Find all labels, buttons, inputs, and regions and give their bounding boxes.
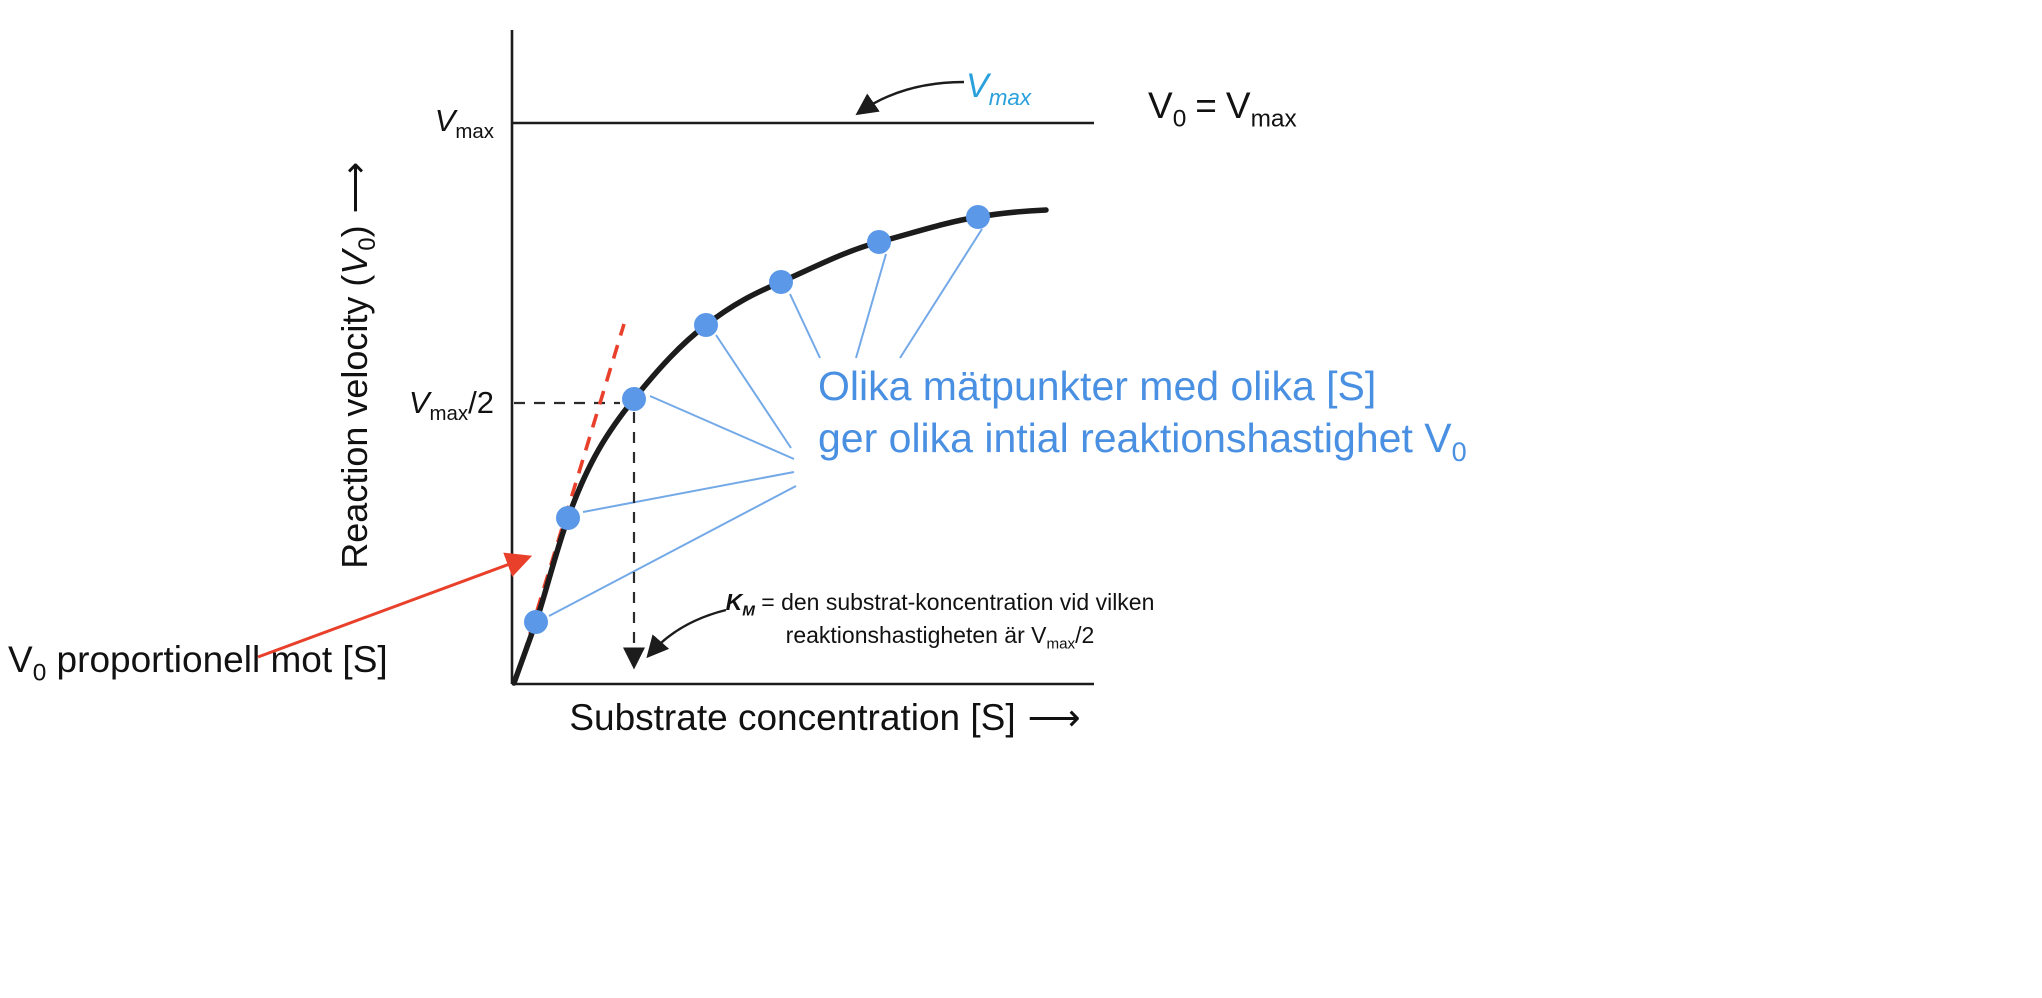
data-point — [867, 230, 891, 254]
data-point — [966, 205, 990, 229]
point-connector-line — [649, 395, 795, 460]
km-pointer-arrow — [646, 608, 727, 659]
point-connector-line — [899, 228, 983, 359]
ytick-vmax-half: Vmax/2 — [408, 385, 494, 426]
km-definition-note: KM = den substrat-koncentration vid vilk… — [695, 586, 1185, 653]
data-point — [556, 506, 580, 530]
km-definition-line2: reaktionshastigheten är Vmax/2 — [785, 622, 1095, 653]
v0-proportional-label: V0 proportionell mot [S] — [8, 639, 388, 687]
point-connector-line — [855, 253, 887, 359]
data-point — [694, 313, 718, 337]
measurement-points-note: Olika mätpunkter med olika [S] ger olika… — [818, 360, 1467, 468]
vmax-symbol: V — [408, 385, 430, 420]
point-connector-lines — [548, 228, 983, 617]
ytick-vmax: Vmax — [434, 103, 494, 144]
vmax-symbol: V — [434, 103, 456, 138]
y-axis-label: Reaction velocity (V0)⟶ — [333, 161, 381, 569]
v0-proportional-arrow — [257, 552, 533, 659]
point-connector-line — [789, 293, 821, 359]
point-connector-line — [715, 334, 792, 449]
vmax-blue-label: Vmax — [966, 67, 1032, 110]
point-connector-line — [582, 471, 795, 513]
data-points — [524, 205, 990, 634]
measurement-points-note-line1: Olika mätpunkter med olika [S] — [818, 363, 1377, 409]
right-arrow-glyph: ⟶ — [1027, 697, 1081, 738]
up-arrow-glyph: ⟶ — [333, 161, 375, 214]
data-point — [769, 270, 793, 294]
data-point — [622, 387, 646, 411]
measurement-points-note-line2: ger olika intial reaktionshastighet V0 — [818, 415, 1467, 468]
km-definition-line1: KM = den substrat-koncentration vid vilk… — [725, 589, 1155, 620]
x-axis-label: Substrate concentration [S] ⟶ — [569, 697, 1081, 738]
data-point — [524, 610, 548, 634]
vmax-pointer-arrow — [855, 80, 965, 116]
v0-equals-vmax-label: V0 = Vmax — [1148, 85, 1297, 133]
point-connector-line — [548, 485, 797, 617]
